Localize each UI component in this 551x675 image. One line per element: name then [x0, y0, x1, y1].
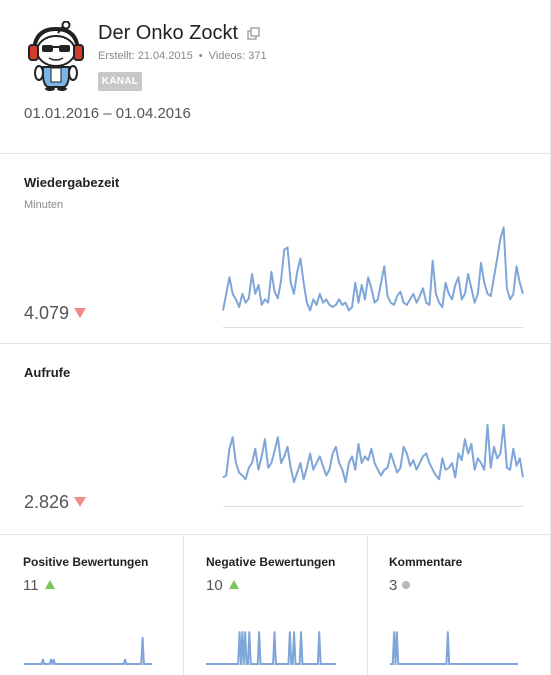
dislikes-value: 10	[206, 577, 239, 594]
dislikes-chart	[206, 631, 336, 665]
channel-header: Der Onko Zockt Erstellt: 21.04.2015 • Vide…	[0, 0, 551, 154]
channel-meta: Erstellt: 21.04.2015 • Videos: 371	[98, 50, 267, 62]
series-line	[390, 631, 518, 665]
channel-name[interactable]: Der Onko Zockt	[98, 22, 239, 44]
dislikes-card[interactable]: Negative Bewertungen 10	[184, 535, 368, 675]
date-range[interactable]: 01.01.2016 – 01.04.2016	[24, 105, 191, 122]
engagement-row: Positive Bewertungen 11 Negative Bewertu…	[0, 535, 551, 675]
trend-down-icon	[74, 497, 87, 507]
likes-chart	[24, 636, 152, 665]
trend-up-icon	[228, 580, 239, 589]
watch-time-number: 4.079	[24, 303, 70, 323]
dislikes-title: Negative Bewertungen	[206, 555, 336, 569]
likes-value: 11	[23, 577, 55, 594]
watch-time-card[interactable]: Wiedergabezeit Minuten 4.079	[0, 154, 551, 344]
views-title: Aufrufe	[24, 365, 71, 380]
series-line	[222, 423, 524, 484]
dislikes-number: 10	[206, 577, 223, 594]
watch-time-chart	[222, 226, 524, 328]
comments-number: 3	[389, 577, 398, 594]
trend-neutral-icon	[402, 581, 411, 589]
watch-time-title: Wiedergabezeit	[24, 175, 120, 190]
created-date: Erstellt: 21.04.2015	[98, 50, 193, 62]
watch-time-unit: Minuten	[24, 199, 64, 211]
external-link-icon[interactable]	[247, 27, 260, 40]
trend-up-icon	[44, 580, 55, 589]
channel-badge: KANAL	[98, 72, 142, 91]
series-line	[24, 636, 152, 665]
views-number: 2.826	[24, 492, 70, 512]
views-value: 2.826	[24, 492, 87, 513]
likes-title: Positive Bewertungen	[23, 555, 149, 569]
separator-dot: •	[198, 50, 203, 62]
comments-title: Kommentare	[389, 555, 463, 569]
views-chart	[222, 423, 524, 507]
trend-down-icon	[74, 308, 87, 318]
likes-number: 11	[23, 577, 39, 594]
views-card[interactable]: Aufrufe 2.826	[0, 344, 551, 535]
reddit-alien-headphones-sunglasses-icon	[28, 21, 84, 91]
comments-card[interactable]: Kommentare 3	[368, 535, 551, 675]
comments-value: 3	[389, 577, 411, 594]
likes-card[interactable]: Positive Bewertungen 11	[0, 535, 184, 675]
comments-chart	[390, 631, 518, 665]
series-line	[206, 631, 336, 665]
series-line	[222, 226, 524, 312]
watch-time-value: 4.079	[24, 303, 87, 324]
video-count: Videos: 371	[208, 50, 267, 62]
